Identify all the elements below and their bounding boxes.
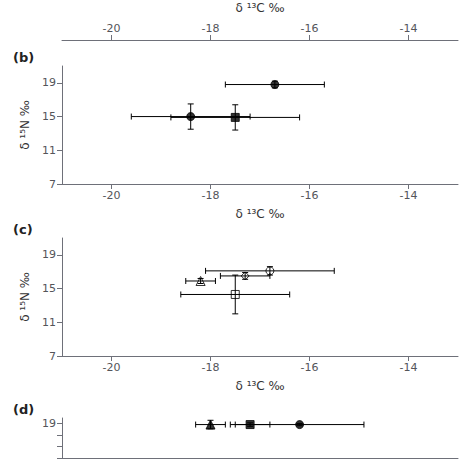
svg-text:(d): (d) — [13, 402, 34, 417]
svg-text:-16: -16 — [301, 361, 319, 374]
svg-text:-18: -18 — [202, 189, 220, 202]
svg-text:11: 11 — [42, 144, 56, 157]
svg-text:(c): (c) — [13, 222, 33, 237]
svg-text:-20: -20 — [103, 22, 121, 35]
svg-text:δ ¹⁵N ‰: δ ¹⁵N ‰ — [18, 100, 32, 150]
svg-text:δ ¹³C ‰: δ ¹³C ‰ — [235, 1, 284, 15]
svg-text:15: 15 — [42, 282, 56, 295]
svg-text:δ ¹⁵N ‰: δ ¹⁵N ‰ — [18, 272, 32, 322]
svg-text:-16: -16 — [301, 22, 319, 35]
svg-text:δ ¹³C ‰: δ ¹³C ‰ — [235, 207, 284, 221]
svg-text:15: 15 — [42, 110, 56, 123]
svg-text:-14: -14 — [400, 189, 418, 202]
svg-text:δ ¹³C ‰: δ ¹³C ‰ — [235, 379, 284, 393]
svg-text:-20: -20 — [103, 189, 121, 202]
svg-text:7: 7 — [49, 178, 56, 191]
svg-text:-14: -14 — [400, 22, 418, 35]
svg-text:7: 7 — [49, 350, 56, 363]
svg-text:-18: -18 — [202, 22, 220, 35]
svg-text:19: 19 — [42, 248, 56, 261]
svg-text:(b): (b) — [13, 50, 34, 65]
svg-text:-18: -18 — [202, 361, 220, 374]
svg-text:19: 19 — [42, 417, 56, 430]
svg-text:-20: -20 — [103, 361, 121, 374]
svg-text:-14: -14 — [400, 361, 418, 374]
svg-text:11: 11 — [42, 316, 56, 329]
svg-text:19: 19 — [42, 76, 56, 89]
svg-text:-16: -16 — [301, 189, 319, 202]
